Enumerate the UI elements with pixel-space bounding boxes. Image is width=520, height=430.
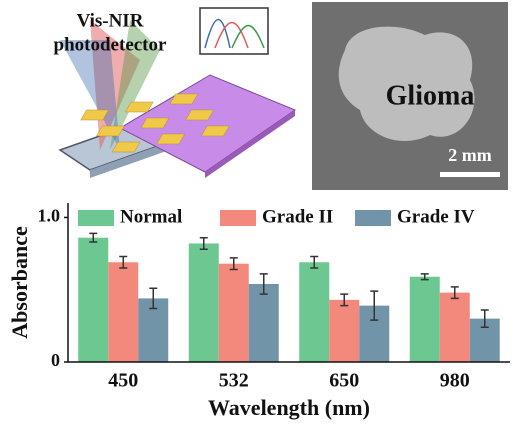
y-axis-label: Absorbance (7, 226, 32, 339)
legend-swatch (355, 210, 391, 226)
error-bar (149, 287, 158, 310)
device-label: Vis-NIR (77, 10, 144, 31)
bar (188, 243, 219, 362)
bar (409, 276, 440, 362)
spectrum-curve (231, 25, 265, 49)
x-tick-label: 650 (329, 370, 359, 392)
scale-bar-label: 2 mm (448, 145, 492, 165)
error-bar (89, 232, 98, 243)
bar (439, 292, 470, 362)
error-bar (229, 257, 238, 271)
bar (299, 262, 330, 362)
bar (108, 262, 139, 362)
error-bar (420, 273, 429, 281)
legend-swatch (220, 210, 256, 226)
legend-label: Grade IV (397, 206, 475, 227)
x-tick-label: 450 (108, 370, 138, 392)
tissue (338, 26, 475, 141)
chip-edge (205, 110, 295, 178)
error-bar (480, 309, 489, 329)
bar (248, 283, 279, 362)
spectrum-icon (199, 7, 269, 55)
error-bar (370, 290, 379, 321)
x-tick-label: 532 (219, 370, 249, 392)
legend-label: Grade II (262, 206, 333, 227)
scale-bar (440, 172, 500, 177)
bar (78, 237, 109, 362)
error-bar (259, 273, 268, 295)
tissue-image: Glioma 2 mm (312, 2, 508, 190)
device-label: photodetector (54, 34, 167, 55)
spectrum-curve (214, 22, 249, 49)
light-beam (110, 20, 160, 150)
light-beam (60, 40, 120, 150)
y-tick-label: 1.0 (38, 206, 61, 226)
bar-chart: 450 532 650 980 0 1.0 Wavelength (nm) Absorbanc… (7, 203, 510, 420)
error-bar (450, 286, 459, 300)
device-illustration: Vis-NIR photodetector (54, 7, 297, 178)
bar (329, 299, 360, 362)
legend-swatch (78, 210, 114, 226)
x-tick-label: 980 (440, 370, 470, 392)
bar (218, 263, 249, 362)
error-bar (340, 293, 349, 307)
spectrum-curve (204, 18, 231, 49)
error-bar (119, 255, 128, 269)
y-tick-label: 0 (51, 350, 60, 370)
image-label: Glioma (386, 80, 475, 111)
legend-label: Normal (120, 206, 182, 227)
x-axis-label: Wavelength (nm) (208, 395, 370, 420)
error-bar (310, 255, 319, 269)
axes (67, 203, 510, 363)
error-bar (199, 236, 208, 251)
electrodes (80, 93, 230, 153)
